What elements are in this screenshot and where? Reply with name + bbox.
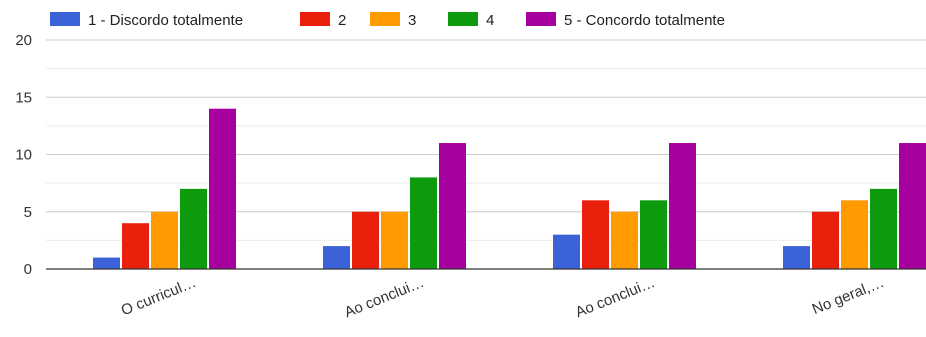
bar-4-group-1 xyxy=(180,188,207,269)
legend-swatch xyxy=(50,12,80,26)
bar-3-group-4 xyxy=(841,200,868,269)
bar-1-group-3 xyxy=(553,234,580,269)
bar-4-group-4 xyxy=(870,188,897,269)
bar-5-group-2 xyxy=(439,143,466,269)
bar-4-group-3 xyxy=(640,200,667,269)
y-tick-label: 5 xyxy=(24,204,32,221)
legend-swatch xyxy=(370,12,400,26)
legend-label: 1 - Discordo totalmente xyxy=(88,12,243,29)
bar-2-group-2 xyxy=(352,211,379,269)
bars xyxy=(93,108,926,269)
x-category-label: Ao conclui… xyxy=(573,274,657,321)
x-axis: O curricul… Ao conclui… Ao conclui… No gera… xyxy=(46,268,926,321)
bar-1-group-1 xyxy=(93,257,120,269)
y-tick-label: 0 xyxy=(24,261,32,278)
bar-1-group-2 xyxy=(323,246,350,269)
bar-4-group-2 xyxy=(410,177,437,269)
x-category-label: Ao conclui… xyxy=(342,274,426,321)
legend-label: 5 - Concordo totalmente xyxy=(564,12,725,29)
bar-3-group-3 xyxy=(611,211,638,269)
y-axis-ticks: 0 5 10 15 20 xyxy=(15,32,32,278)
x-category-label: O curricul… xyxy=(119,274,199,319)
bar-2-group-1 xyxy=(122,223,149,269)
legend-swatch xyxy=(300,12,330,26)
bar-5-group-1 xyxy=(209,108,236,269)
bar-5-group-4 xyxy=(899,143,926,269)
y-tick-label: 20 xyxy=(15,32,32,49)
bar-3-group-2 xyxy=(381,211,408,269)
y-tick-label: 10 xyxy=(15,147,32,164)
legend-label: 4 xyxy=(486,12,494,29)
bar-5-group-3 xyxy=(669,143,696,269)
legend-swatch xyxy=(526,12,556,26)
bar-3-group-1 xyxy=(151,211,178,269)
legend-label: 3 xyxy=(408,12,416,29)
legend-swatch xyxy=(448,12,478,26)
legend-label: 2 xyxy=(338,12,346,29)
bar-2-group-3 xyxy=(582,200,609,269)
x-category-label: No geral,… xyxy=(810,274,887,318)
legend: 1 - Discordo totalmente 2 3 4 5 - Concordo t… xyxy=(50,12,725,29)
bar-1-group-4 xyxy=(783,246,810,269)
bar-2-group-4 xyxy=(812,211,839,269)
y-tick-label: 15 xyxy=(15,89,32,106)
